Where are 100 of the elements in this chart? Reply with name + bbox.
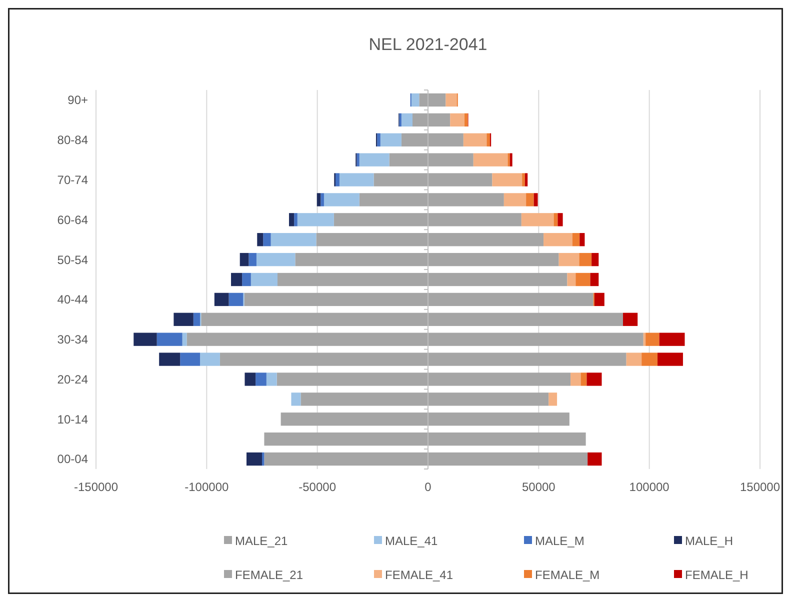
bar <box>320 193 324 206</box>
bar <box>658 352 683 366</box>
bar <box>180 352 200 366</box>
bar <box>590 272 599 286</box>
bar <box>401 113 413 127</box>
bar <box>248 252 256 266</box>
bar <box>554 213 558 226</box>
legend-label: FEMALE_M <box>535 568 600 582</box>
bar <box>316 193 321 206</box>
bar <box>335 173 340 186</box>
legend-label: FEMALE_41 <box>385 568 454 582</box>
bar <box>510 153 512 166</box>
legend-label: FEMALE_H <box>685 568 748 582</box>
legend-label: FEMALE_21 <box>235 568 304 582</box>
bar <box>159 352 180 366</box>
bar <box>266 372 277 386</box>
bar <box>592 252 599 266</box>
y-tick-label: 20-24 <box>57 372 88 386</box>
bar <box>524 173 528 186</box>
x-tick-label: -150000 <box>74 480 118 494</box>
bar <box>594 292 604 306</box>
bar <box>526 193 534 206</box>
bar <box>156 332 182 346</box>
bar <box>570 372 581 386</box>
bar <box>270 233 316 246</box>
bar <box>492 173 522 186</box>
bar <box>558 252 580 266</box>
bar <box>450 113 465 127</box>
chart-title: NEL 2021-2041 <box>368 35 488 54</box>
y-tick-label: 60-64 <box>57 212 88 227</box>
bar <box>134 332 157 346</box>
bar <box>193 312 200 326</box>
bar <box>174 312 194 326</box>
bar <box>579 252 592 266</box>
bar <box>246 452 262 466</box>
bar <box>572 233 580 246</box>
bar <box>463 133 487 146</box>
bar <box>297 213 334 226</box>
y-tick-label: 50-54 <box>57 252 88 267</box>
legend-label: MALE_H <box>685 534 734 548</box>
bar <box>534 193 538 206</box>
legend-label: MALE_21 <box>235 534 288 548</box>
bar <box>256 372 266 386</box>
bar <box>359 153 390 166</box>
y-tick-label: 00-04 <box>57 452 88 466</box>
bar <box>567 272 576 286</box>
bar <box>473 153 508 166</box>
bar <box>522 173 525 186</box>
bar <box>339 173 374 186</box>
bar <box>380 133 402 146</box>
x-tick-label: 100000 <box>629 480 670 494</box>
bar <box>200 352 220 366</box>
y-tick-label: 70-74 <box>57 172 88 187</box>
x-tick-label: 150000 <box>740 480 780 494</box>
bar <box>642 352 658 366</box>
bar <box>659 332 685 346</box>
x-tick-label: 50000 <box>522 480 556 494</box>
y-tick-label: 40-44 <box>57 292 88 307</box>
bar <box>544 233 572 246</box>
bar <box>289 213 294 226</box>
bar <box>256 252 296 266</box>
bar <box>324 193 360 206</box>
bar <box>228 292 244 306</box>
bar <box>411 93 420 107</box>
y-tick-label: 80-84 <box>57 133 88 148</box>
bar <box>263 233 271 246</box>
bar <box>486 133 490 146</box>
bar <box>558 213 563 226</box>
bar <box>580 233 585 246</box>
bar <box>240 252 249 266</box>
y-tick-label: 10-14 <box>57 412 88 426</box>
bar <box>257 233 264 246</box>
bar <box>580 372 587 386</box>
bar <box>464 113 468 127</box>
bar <box>356 153 360 166</box>
bar <box>250 272 278 286</box>
x-tick-label: -50000 <box>298 480 336 494</box>
bar <box>576 272 590 286</box>
bar <box>626 352 642 366</box>
bar <box>291 392 301 406</box>
y-tick-label: 30-34 <box>57 332 88 347</box>
bar <box>377 133 380 146</box>
bar <box>242 272 251 286</box>
bar <box>231 272 242 286</box>
bar <box>521 213 554 226</box>
bar <box>446 93 457 107</box>
x-tick-label: 0 <box>424 480 432 494</box>
bar <box>294 213 298 226</box>
bar <box>504 193 526 206</box>
y-tick-label: 90+ <box>68 93 88 108</box>
legend-label: MALE_41 <box>385 534 438 548</box>
bar <box>622 312 638 326</box>
x-tick-label: -100000 <box>184 480 230 494</box>
bar <box>548 392 558 406</box>
bar <box>214 292 229 306</box>
bar <box>588 452 602 466</box>
bar <box>586 372 602 386</box>
bar <box>244 372 256 386</box>
bar <box>646 332 660 346</box>
legend-label: MALE_M <box>535 534 584 548</box>
